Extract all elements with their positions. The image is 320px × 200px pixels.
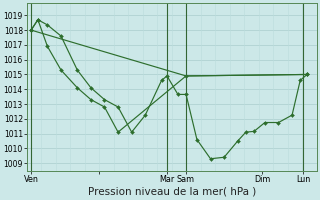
X-axis label: Pression niveau de la mer( hPa ): Pression niveau de la mer( hPa ) xyxy=(88,187,256,197)
